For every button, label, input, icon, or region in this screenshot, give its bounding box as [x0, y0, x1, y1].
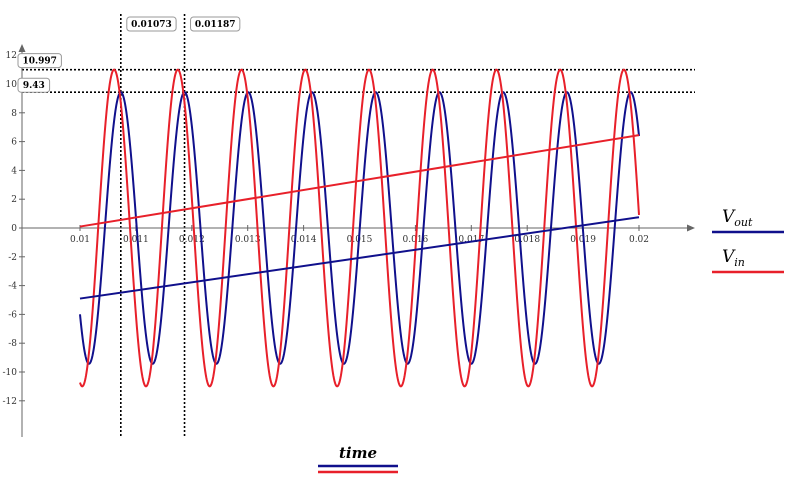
y-tick-label: 10	[6, 80, 18, 90]
x-tick-label: 0.02	[629, 235, 649, 245]
marker-labels: 0.01073 0.01187 10.997 9.43	[17, 16, 241, 93]
marker-lines	[22, 14, 695, 437]
y-tick-label: -12	[3, 397, 18, 407]
y-tick-label: -2	[8, 253, 17, 263]
legend-entry-vout: Vout	[712, 207, 784, 234]
legend-entry-vin: Vin	[712, 247, 784, 274]
y-tick-label: 0	[11, 224, 17, 234]
marker-label-box: 10.997	[17, 53, 62, 69]
series-line-vin-ramp	[79, 134, 640, 228]
axes: 0.01 0.011 0.012 0.013 0.014 0.015 0.016 0.017 0…	[3, 44, 695, 437]
y-tick-label: 6	[11, 138, 17, 148]
x-tick-label: 0.011	[123, 235, 149, 245]
series-line-vout	[79, 91, 640, 365]
x-tick-label: 0.013	[235, 235, 261, 245]
marker-label-box: 0.01187	[190, 16, 241, 32]
y-tick-label: 12	[6, 51, 17, 61]
marker-label-text: 0.01187	[195, 20, 236, 30]
marker-label-text: 9.43	[23, 81, 45, 91]
x-tick-label: 0.017	[458, 235, 484, 245]
y-tick-label: -4	[8, 282, 17, 292]
y-tick-label: -10	[3, 368, 18, 378]
y-tick-label: 8	[11, 109, 17, 119]
y-tick-label: 2	[11, 195, 17, 205]
y-tick-label: -8	[8, 339, 17, 349]
marker-label-box: 0.01073	[126, 16, 177, 32]
y-tick-label: -6	[8, 310, 17, 320]
marker-label-text: 10.997	[22, 57, 56, 67]
x-tick-label: 0.014	[291, 235, 317, 245]
marker-label-frame	[17, 77, 51, 93]
marker-label-frame	[190, 16, 241, 32]
legend-label-sub: in	[734, 256, 745, 269]
legend-label: Vout	[722, 207, 753, 229]
legend-label-sub: out	[734, 216, 753, 229]
y-axis-arrow	[18, 44, 26, 52]
x-tick-label: 0.01	[70, 235, 90, 245]
x-tick-label: 0.018	[514, 235, 540, 245]
marker-label-frame	[126, 16, 177, 32]
y-tick-label: 4	[11, 166, 17, 176]
marker-label-frame	[17, 53, 62, 69]
series-line-vout-ramp	[79, 216, 640, 300]
series-lines	[79, 68, 640, 388]
x-axis-title: time	[318, 444, 398, 474]
marker-label-box: 9.43	[17, 77, 51, 93]
x-tick-label: 0.012	[179, 235, 205, 245]
marker-label-text: 0.01073	[131, 20, 172, 30]
series-line-vin	[79, 68, 640, 388]
legend-label: Vin	[722, 247, 745, 269]
x-axis-title-text: time	[339, 444, 377, 462]
x-axis-arrow	[687, 224, 695, 232]
legend: Vout Vin time	[318, 207, 784, 474]
